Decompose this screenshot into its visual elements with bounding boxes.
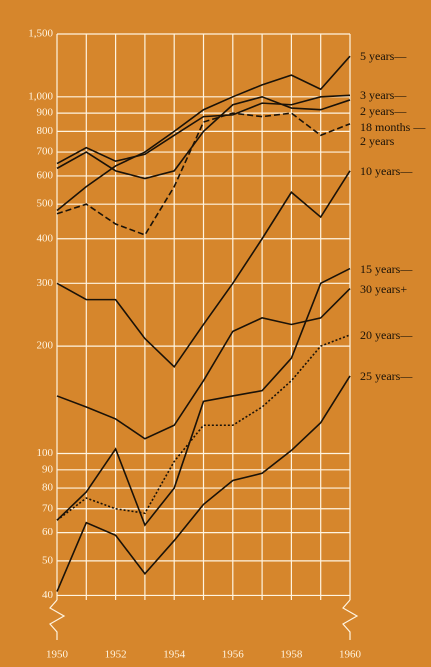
series-line — [56, 55, 351, 212]
series-line — [56, 170, 351, 369]
y-tick-label: 1,500 — [28, 28, 53, 40]
axis-break — [342, 599, 359, 640]
legend-label: 18 months —2 years — [360, 120, 426, 149]
y-tick-label: 50 — [42, 554, 54, 566]
series-line — [56, 375, 351, 592]
y-tick-label: 80 — [42, 482, 54, 494]
y-tick-label: 600 — [37, 169, 54, 181]
x-tick-label: 1954 — [163, 649, 186, 661]
y-tick-label: 800 — [37, 125, 54, 137]
series-line — [56, 267, 351, 527]
y-tick-label: 90 — [42, 463, 54, 475]
y-tick-label: 300 — [37, 277, 54, 289]
series-line — [56, 112, 351, 236]
legend-label: 2 years— — [360, 104, 407, 119]
x-tick-label: 1960 — [339, 649, 362, 661]
y-tick-label: 70 — [42, 502, 54, 514]
series-line — [56, 95, 351, 180]
y-tick-label: 900 — [37, 107, 54, 119]
y-tick-label: 100 — [37, 447, 54, 459]
legend-label: 25 years— — [360, 368, 413, 383]
legend-label: 5 years— — [360, 49, 407, 64]
x-tick-label: 1958 — [280, 649, 303, 661]
y-tick-label: 200 — [37, 340, 54, 352]
series-line — [56, 94, 351, 165]
x-tick-label: 1952 — [105, 649, 127, 661]
y-tick-label: 700 — [37, 146, 54, 158]
y-tick-label: 60 — [42, 526, 54, 538]
series-line — [56, 287, 351, 440]
x-tick-label: 1956 — [222, 649, 245, 661]
legend-label: 30 years+ — [360, 281, 408, 296]
y-tick-label: 1,000 — [28, 90, 53, 102]
legend-label: 15 years— — [360, 261, 413, 276]
y-tick-label: 400 — [37, 232, 54, 244]
series-line — [56, 334, 351, 521]
x-tick-label: 1950 — [46, 649, 69, 661]
y-tick-label: 40 — [42, 589, 54, 601]
legend-label: 3 years— — [360, 88, 407, 103]
y-tick-label: 500 — [37, 198, 54, 210]
legend-label: 20 years— — [360, 327, 413, 342]
legend-label: 10 years— — [360, 163, 413, 178]
axis-break — [49, 599, 66, 640]
